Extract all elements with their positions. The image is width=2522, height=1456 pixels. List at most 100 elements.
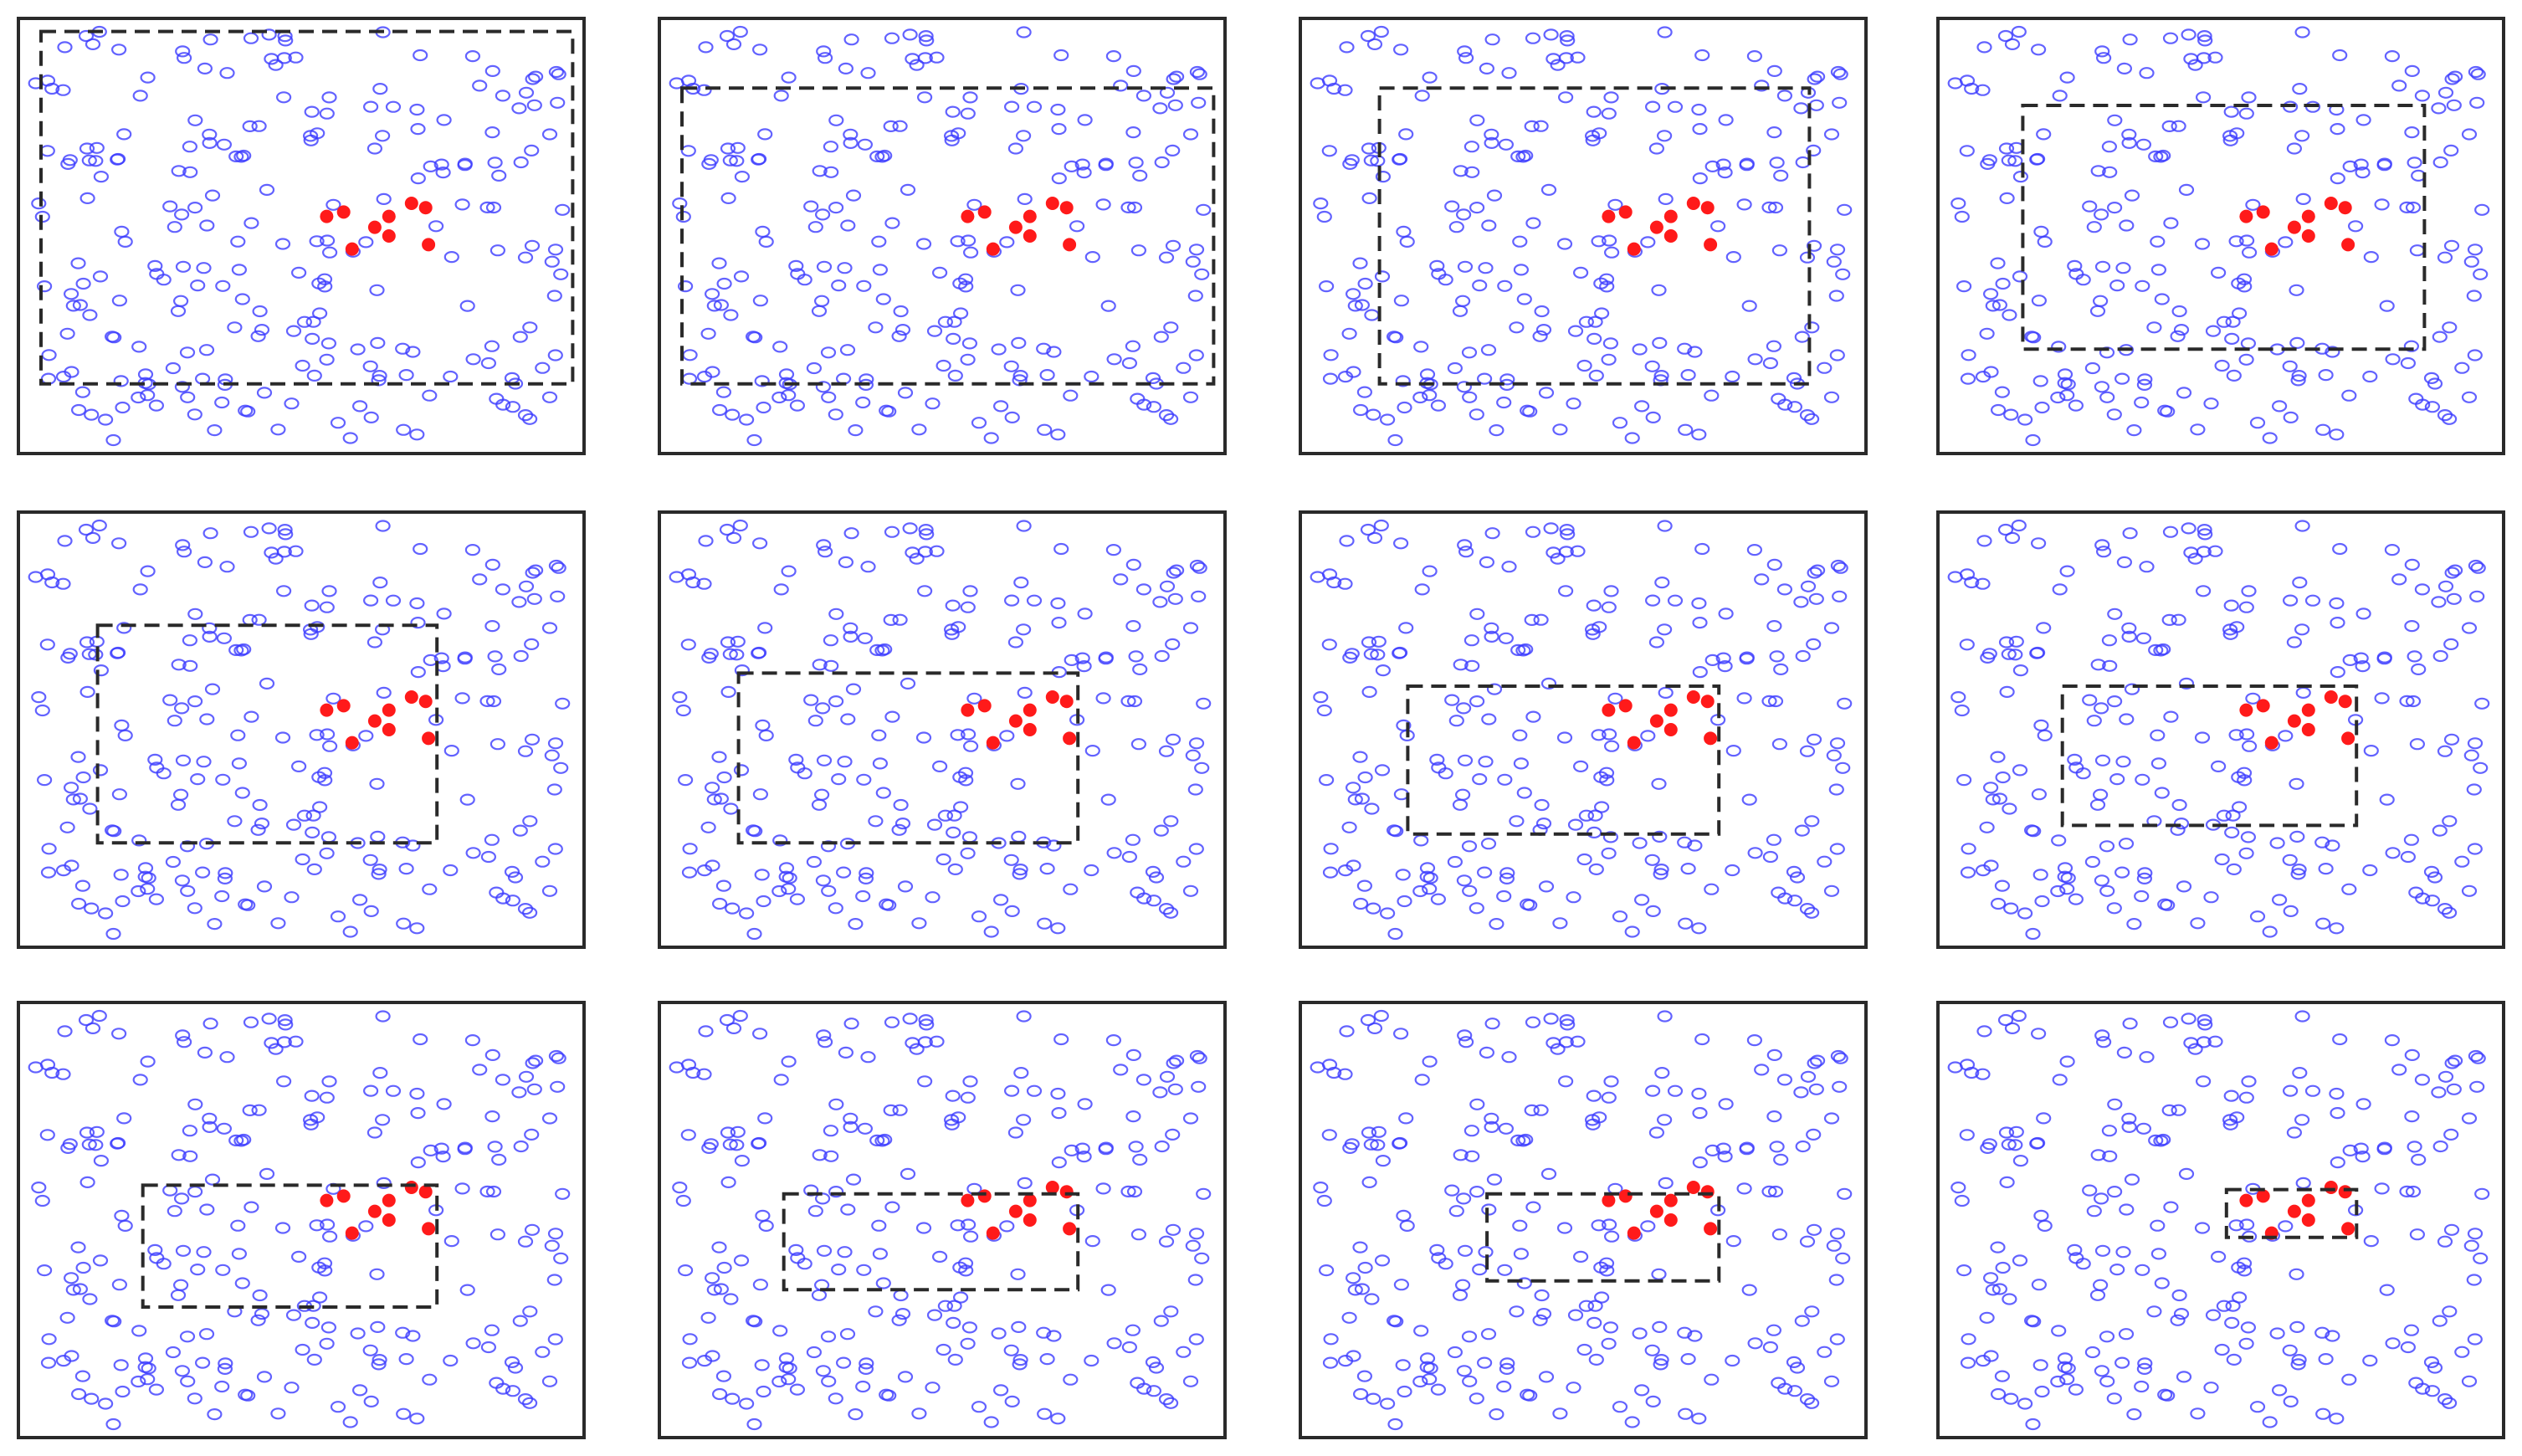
target-point: [345, 242, 359, 256]
background-point: [1550, 552, 1566, 565]
background-point: [1509, 1305, 1525, 1318]
background-point: [2031, 295, 2048, 307]
background-point: [89, 141, 105, 154]
background-point: [1599, 280, 1615, 293]
background-point: [480, 850, 497, 864]
background-point: [1414, 583, 1430, 596]
background-point: [1806, 1128, 1822, 1141]
background-point: [1603, 585, 1619, 597]
background-point: [925, 397, 941, 410]
background-point: [2341, 1373, 2357, 1386]
background-point: [375, 1010, 391, 1023]
background-point: [1413, 341, 1429, 353]
background-point: [362, 854, 378, 866]
background-point: [836, 1356, 852, 1369]
background-point: [1363, 648, 1379, 660]
background-point: [174, 208, 190, 221]
background-point: [511, 102, 527, 115]
background-point: [881, 899, 897, 911]
background-point: [395, 1326, 411, 1339]
background-point: [1535, 324, 1552, 336]
background-point: [1837, 203, 1853, 216]
target-point: [2239, 209, 2253, 223]
background-point: [719, 523, 736, 536]
background-point: [2124, 189, 2140, 202]
background-point: [843, 136, 859, 149]
background-point: [1570, 545, 1586, 557]
background-point: [1806, 1223, 1822, 1236]
background-point: [680, 1129, 696, 1141]
background-point: [1051, 617, 1067, 629]
background-point: [319, 1337, 335, 1350]
background-point: [2225, 315, 2241, 328]
target-point: [1063, 238, 1077, 252]
background-point: [2379, 1284, 2395, 1296]
background-point: [747, 825, 763, 838]
background-point: [1448, 715, 1464, 727]
background-point: [993, 400, 1009, 413]
background-point: [1036, 1326, 1052, 1339]
background-point: [433, 652, 449, 664]
background-point: [2090, 165, 2106, 177]
background-point: [918, 1014, 934, 1027]
background-point: [2207, 51, 2223, 64]
background-point: [723, 802, 739, 815]
background-point: [1176, 361, 1192, 374]
background-point: [1077, 608, 1093, 620]
background-point: [2467, 1228, 2484, 1240]
background-point: [1718, 1098, 1734, 1110]
background-point: [2423, 1356, 2440, 1368]
background-point: [1823, 884, 1840, 897]
background-point: [541, 1375, 558, 1387]
background-point: [330, 910, 346, 923]
background-point: [268, 1043, 284, 1055]
background-point: [1538, 1371, 1555, 1383]
background-point: [713, 792, 730, 805]
background-point: [1051, 1156, 1067, 1169]
background-point: [1323, 1333, 1339, 1346]
target-point: [345, 1226, 359, 1240]
background-point: [1167, 99, 1183, 111]
background-point: [1063, 883, 1079, 895]
background-point: [1995, 771, 2011, 784]
background-point: [1125, 833, 1141, 846]
background-point: [555, 1187, 571, 1200]
background-point: [204, 683, 221, 695]
background-point: [1194, 1252, 1210, 1264]
background-point: [902, 28, 918, 41]
background-point: [1395, 869, 1411, 881]
background-point: [1194, 761, 1210, 774]
background-point: [1017, 1177, 1033, 1189]
background-point: [2101, 634, 2117, 647]
background-point: [1692, 1107, 1708, 1120]
background-point: [1648, 1126, 1664, 1139]
background-point: [2461, 1112, 2478, 1125]
background-point: [725, 902, 741, 915]
background-point: [2437, 580, 2454, 592]
background-point: [423, 1144, 438, 1156]
background-point: [254, 324, 270, 336]
background-point: [376, 192, 392, 205]
background-point: [2249, 417, 2266, 429]
background-point: [2443, 733, 2460, 746]
background-point: [1074, 1142, 1090, 1155]
background-point: [2355, 660, 2371, 673]
background-point: [2135, 1122, 2151, 1135]
target-point: [1663, 723, 1678, 736]
target-point: [1008, 220, 1023, 234]
background-point: [2051, 1325, 2067, 1337]
background-point: [875, 1277, 891, 1289]
background-point: [2404, 620, 2420, 633]
background-point: [733, 764, 750, 777]
background-point: [725, 38, 742, 50]
background-point: [285, 1309, 302, 1321]
background-point: [175, 1244, 192, 1257]
background-point: [1691, 922, 1707, 935]
background-point: [2034, 401, 2050, 414]
background-point: [883, 1104, 899, 1116]
background-point: [1570, 1035, 1586, 1048]
background-point: [256, 387, 273, 399]
background-point: [2068, 1252, 2084, 1264]
background-point: [1522, 1389, 1538, 1402]
background-point: [1558, 91, 1574, 104]
